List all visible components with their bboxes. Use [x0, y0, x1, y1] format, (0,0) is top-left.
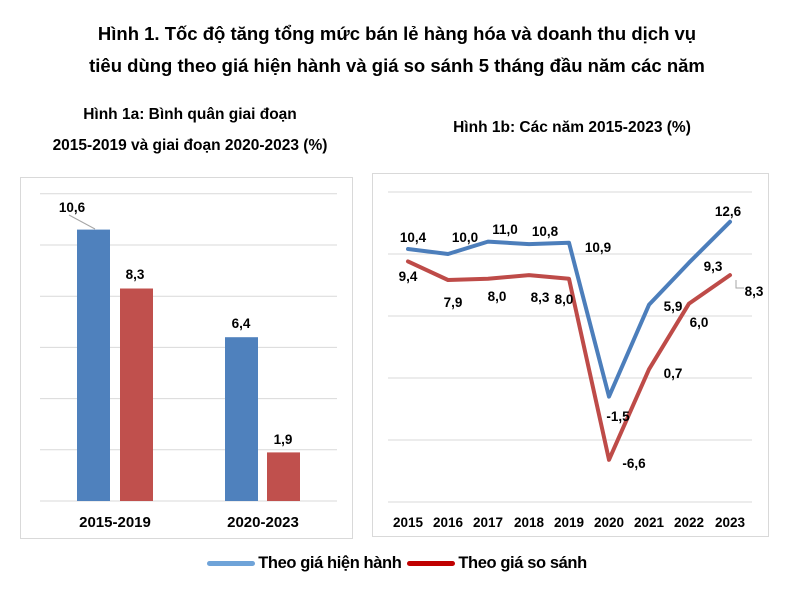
line-data-label: 7,9: [444, 295, 463, 310]
bar-data-label: 6,4: [232, 316, 251, 331]
line-data-label: -1,5: [606, 409, 630, 424]
label-leader-line: [68, 214, 96, 230]
line-data-label: 8,0: [555, 292, 574, 307]
x-axis-label: 2018: [514, 515, 545, 530]
bar-data-label: 1,9: [274, 432, 293, 447]
legend-line-blue-icon: [207, 561, 256, 566]
line-data-label: 10,8: [532, 224, 559, 239]
x-axis-label: 2022: [674, 515, 704, 530]
chart-legend: Theo giá hiện hành Theo giá so sánh: [0, 554, 794, 573]
bar-2015-2019-s0: [77, 229, 110, 501]
line-data-label: 8,0: [488, 289, 507, 304]
legend-line-red-icon: [407, 561, 456, 566]
legend-item-so-sanh: Theo giá so sánh: [407, 554, 587, 573]
figure-title: Hình 1. Tốc độ tăng tổng mức bán lẻ hàng…: [0, 18, 794, 82]
subtitle-1b: Hình 1b: Các năm 2015-2023 (%): [376, 112, 768, 143]
line-data-label: -6,6: [622, 456, 646, 471]
line-data-label: 9,4: [399, 269, 418, 284]
line-data-label: 9,3: [704, 259, 723, 274]
line-series-s1: [406, 259, 732, 462]
line-chart-panel: 10,4 10,0 11,0 10,8 10,9 -1,5 5,9 9,3 12,6 9,4 7,9…: [372, 173, 769, 537]
line-series-s0: [406, 219, 732, 399]
line-data-label: 10,4: [400, 230, 427, 245]
line-data-label: 10,0: [452, 230, 478, 245]
bar-data-label: 10,6: [59, 200, 86, 215]
figure-title-line1: Hình 1. Tốc độ tăng tổng mức bán lẻ hàng…: [97, 23, 697, 44]
x-axis-label: 2019: [554, 515, 584, 530]
legend-label-so-sanh: Theo giá so sánh: [458, 554, 587, 572]
x-axis-label: 2015-2019: [79, 514, 151, 531]
x-axis-label: 2017: [473, 515, 503, 530]
x-axis-label: 2020-2023: [227, 514, 299, 531]
legend-label-hien-hanh: Theo giá hiện hành: [258, 554, 402, 572]
line-data-label: 6,0: [690, 315, 709, 330]
bar-chart-panel: 10,6 6,4 8,3 1,9 2015-2019 2020-2023: [20, 177, 353, 539]
line-data-label: 5,9: [664, 299, 683, 314]
line-data-label: 8,3: [745, 284, 764, 299]
subtitle-1a-line1: Hình 1a: Bình quân giai đoạn: [83, 106, 297, 123]
line-data-label: 10,9: [585, 240, 611, 255]
line-chart-1b: 10,4 10,0 11,0 10,8 10,9 -1,5 5,9 9,3 12,6 9,4 7,9…: [388, 191, 764, 530]
line-data-label: 8,3: [531, 290, 550, 305]
subtitle-1b-line1: Hình 1b: Các năm 2015-2023 (%): [453, 119, 691, 136]
figure-title-line2: tiêu dùng theo giá hiện hành và giá so s…: [89, 55, 705, 76]
bar-2020-2023-s1: [267, 452, 300, 501]
line-data-label: 11,0: [492, 222, 518, 237]
line-data-label: 12,6: [715, 204, 742, 219]
bar-data-label: 8,3: [126, 267, 145, 282]
bar-2020-2023-s0: [225, 337, 258, 501]
subtitle-1a-line2: 2015-2019 và giai đoạn 2020-2023 (%): [52, 137, 328, 154]
x-axis-label: 2020: [594, 515, 624, 530]
x-axis-label: 2015: [393, 515, 424, 530]
x-axis-label: 2016: [433, 515, 464, 530]
legend-item-hien-hanh: Theo giá hiện hành: [207, 554, 402, 573]
x-axis-label: 2021: [634, 515, 665, 530]
x-axis-label: 2023: [715, 515, 746, 530]
subtitle-1a: Hình 1a: Bình quân giai đoạn 2015-2019 v…: [8, 99, 372, 161]
bar-2015-2019-s1: [120, 288, 153, 501]
label-leader-line: [735, 280, 744, 289]
line-data-label: 0,7: [664, 366, 683, 381]
bar-chart-1a: 10,6 6,4 8,3 1,9 2015-2019 2020-2023: [40, 193, 337, 531]
